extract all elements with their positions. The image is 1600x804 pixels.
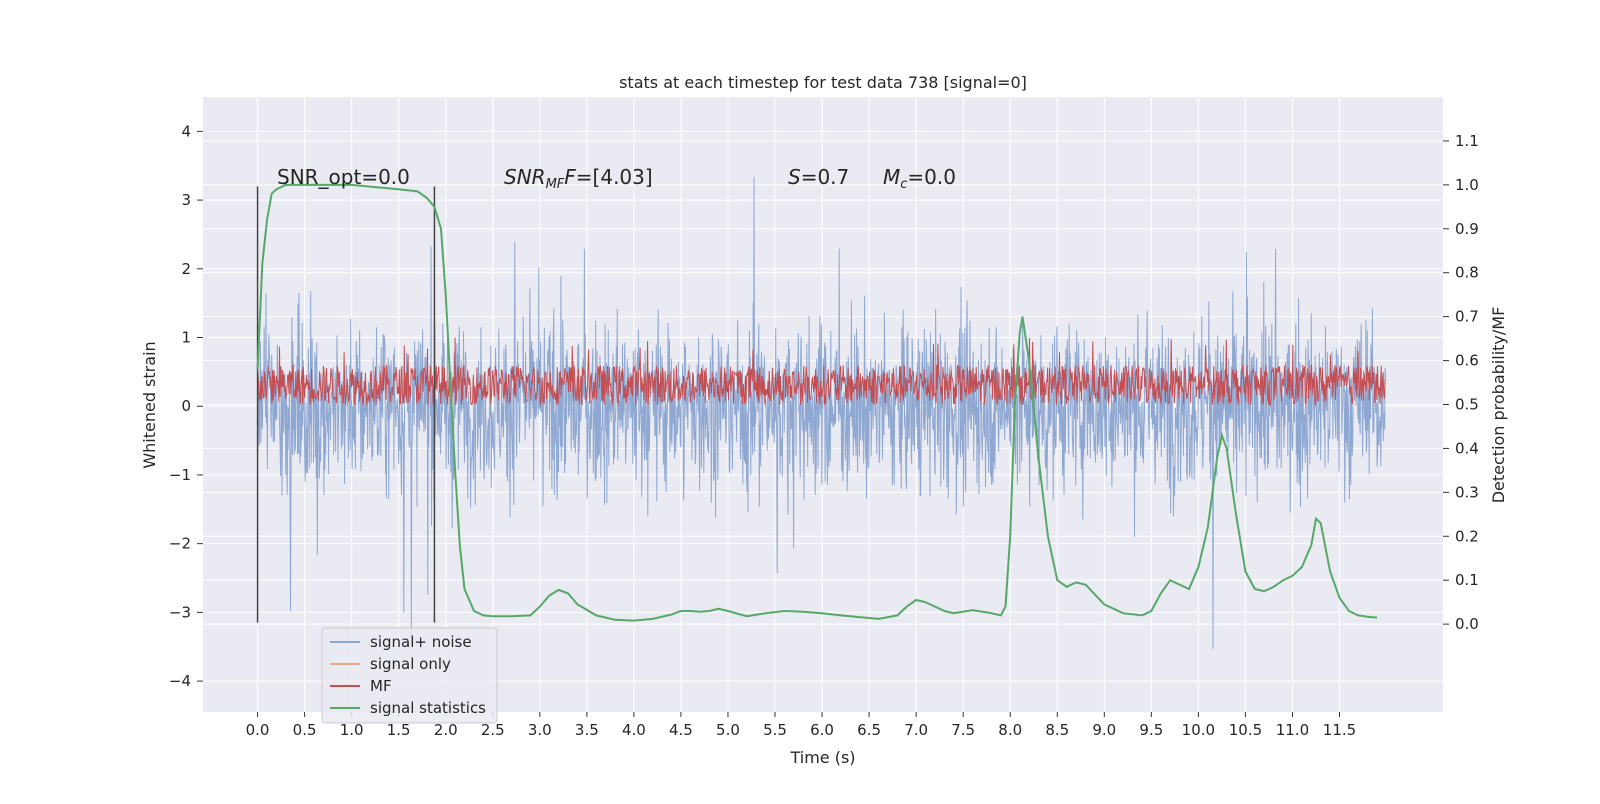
x-tick-label: 1.5 [387, 721, 411, 739]
y-tick-label: −4 [169, 672, 191, 690]
signal-statistics-series [256, 183, 1378, 622]
legend-label-mf: MF [370, 677, 392, 695]
x-tick-label: 9.0 [1092, 721, 1116, 739]
mf-series [257, 337, 1387, 407]
right-tick-label: 0.6 [1455, 352, 1479, 370]
x-tick-label: 4.5 [669, 721, 693, 739]
x-tick-label: 0.5 [293, 721, 317, 739]
y-tick-label: 2 [181, 260, 191, 278]
x-tick-label: 3.5 [575, 721, 599, 739]
x-tick-label: 0.0 [246, 721, 270, 739]
plot-area [256, 177, 1387, 650]
y-axis-ticks: −4 −3 −2 −1 0 1 2 3 4 [169, 122, 203, 690]
y-axis-label: Whitened strain [140, 341, 159, 468]
y-tick-label: 3 [181, 191, 191, 209]
x-tick-label: 5.5 [763, 721, 787, 739]
x-axis-ticks: 0.0 0.5 1.0 1.5 2.0 2.5 3.0 3.5 4.0 4.5 5.0 5.5 6.0 6… [246, 712, 1356, 739]
x-tick-label: 11.0 [1276, 721, 1309, 739]
chart-title: stats at each timestep for test data 738… [619, 73, 1027, 92]
annotation-mc: Mc=0.0 [883, 165, 956, 192]
x-tick-label: 9.5 [1139, 721, 1163, 739]
legend-box [321, 627, 498, 724]
x-tick-label: 6.5 [857, 721, 881, 739]
annotation-snr-mf: SNRMFF=[4.03] [504, 165, 653, 192]
right-tick-label: 1.0 [1455, 176, 1479, 194]
right-tick-label: 0.8 [1455, 264, 1479, 282]
x-tick-label: 5.0 [716, 721, 740, 739]
y-tick-label: 1 [181, 329, 191, 347]
y-tick-label: −2 [169, 535, 191, 553]
x-tick-label: 6.0 [810, 721, 834, 739]
y-tick-label: 4 [181, 122, 191, 140]
x-tick-label: 10.0 [1182, 721, 1215, 739]
x-tick-label: 4.0 [622, 721, 646, 739]
annotation-s: S=0.7 [788, 165, 849, 189]
x-tick-label: 8.0 [998, 721, 1022, 739]
x-tick-label: 2.0 [434, 721, 458, 739]
right-tick-label: 0.3 [1455, 483, 1479, 501]
y-tick-label: −3 [169, 603, 191, 621]
x-tick-label: 2.5 [481, 721, 505, 739]
legend-label-signal-statistics: signal statistics [370, 699, 486, 717]
right-tick-label: 0.1 [1455, 571, 1479, 589]
legend: signal+ noise signal only MF signal stat… [321, 627, 498, 724]
right-tick-label: 0.5 [1455, 396, 1479, 414]
right-tick-label: 0.0 [1455, 615, 1479, 633]
right-axis-label: Detection probability/MF [1489, 307, 1508, 504]
right-tick-label: 0.4 [1455, 439, 1479, 457]
x-tick-label: 10.5 [1229, 721, 1262, 739]
x-axis-label: Time (s) [789, 748, 855, 767]
x-tick-label: 7.0 [904, 721, 928, 739]
right-tick-label: 0.9 [1455, 220, 1479, 238]
x-tick-label: 7.5 [951, 721, 975, 739]
y-tick-label: −1 [169, 466, 191, 484]
y-tick-label: 0 [181, 397, 191, 415]
right-tick-label: 1.1 [1455, 132, 1479, 150]
right-axis-ticks: 0.0 0.1 0.2 0.3 0.4 0.5 0.6 0.7 0.8 0.9 1.0 1.1 [1443, 132, 1479, 633]
x-tick-label: 8.5 [1045, 721, 1069, 739]
annotation-snr-opt: SNR_opt=0.0 [277, 165, 410, 189]
legend-label-signal-noise: signal+ noise [370, 633, 472, 651]
x-tick-label: 11.5 [1323, 721, 1356, 739]
legend-label-signal-only: signal only [370, 655, 451, 673]
x-tick-label: 1.0 [340, 721, 364, 739]
x-tick-label: 3.0 [528, 721, 552, 739]
right-tick-label: 0.2 [1455, 527, 1479, 545]
right-tick-label: 0.7 [1455, 308, 1479, 326]
